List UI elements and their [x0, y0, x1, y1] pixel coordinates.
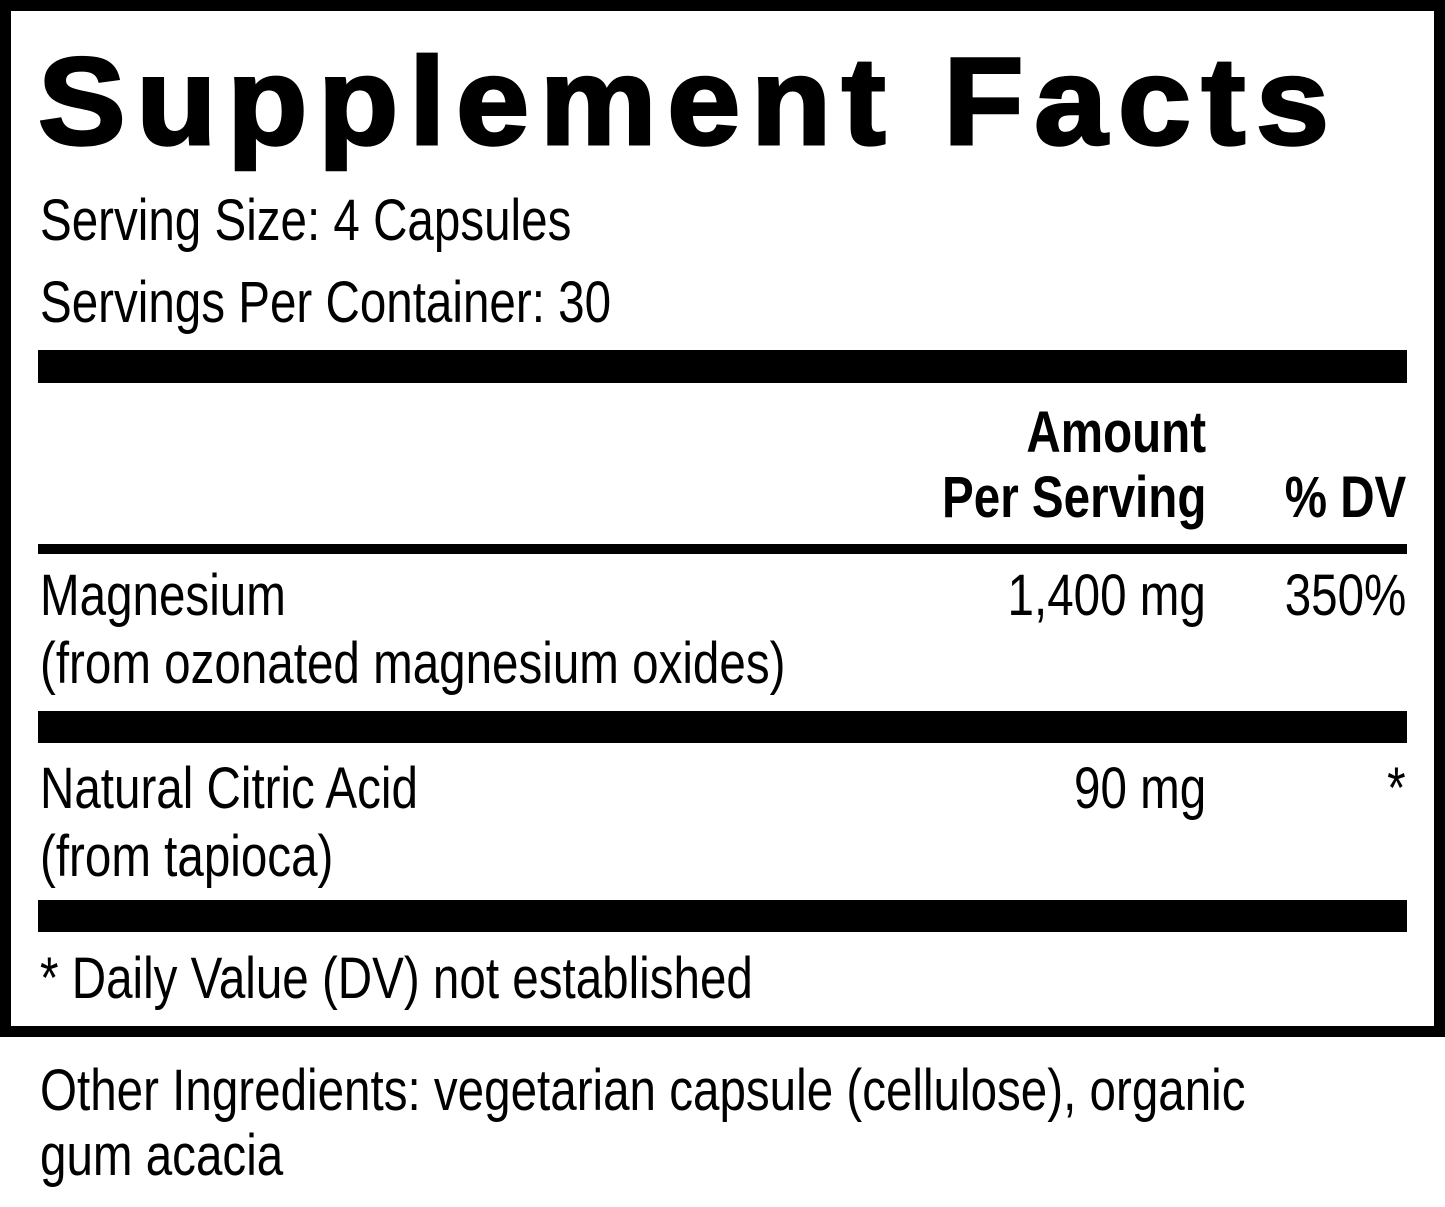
- thick-divider: [38, 350, 1407, 383]
- other-ingredients-line1: Other Ingredients: vegetarian capsule (c…: [40, 1058, 1246, 1123]
- supplement-facts-panel: [0, 0, 1445, 1037]
- footnote: * Daily Value (DV) not established: [40, 946, 753, 1011]
- servings-per-container: Servings Per Container: 30: [40, 270, 612, 335]
- serving-size: Serving Size: 4 Capsules: [40, 188, 572, 253]
- other-ingredients-line2: gum acacia: [40, 1123, 284, 1188]
- amount-header-line1: Amount: [1026, 400, 1206, 465]
- nutrient-dv: 350%: [1284, 563, 1406, 628]
- thick-divider: [38, 711, 1407, 743]
- nutrient-name: Natural Citric Acid: [40, 756, 418, 821]
- nutrient-source: (from tapioca): [40, 824, 334, 889]
- thin-divider: [38, 544, 1407, 554]
- nutrient-name: Magnesium: [40, 563, 286, 628]
- dv-header: % DV: [1284, 465, 1406, 530]
- nutrient-dv: *: [1387, 756, 1406, 821]
- thick-divider: [38, 900, 1407, 932]
- panel-title: Supplement Facts: [36, 33, 1340, 171]
- nutrient-amount: 1,400 mg: [1007, 563, 1206, 628]
- nutrient-amount: 90 mg: [1073, 756, 1206, 821]
- amount-header-line2: Per Serving: [941, 465, 1206, 530]
- nutrient-source: (from ozonated magnesium oxides): [40, 631, 786, 696]
